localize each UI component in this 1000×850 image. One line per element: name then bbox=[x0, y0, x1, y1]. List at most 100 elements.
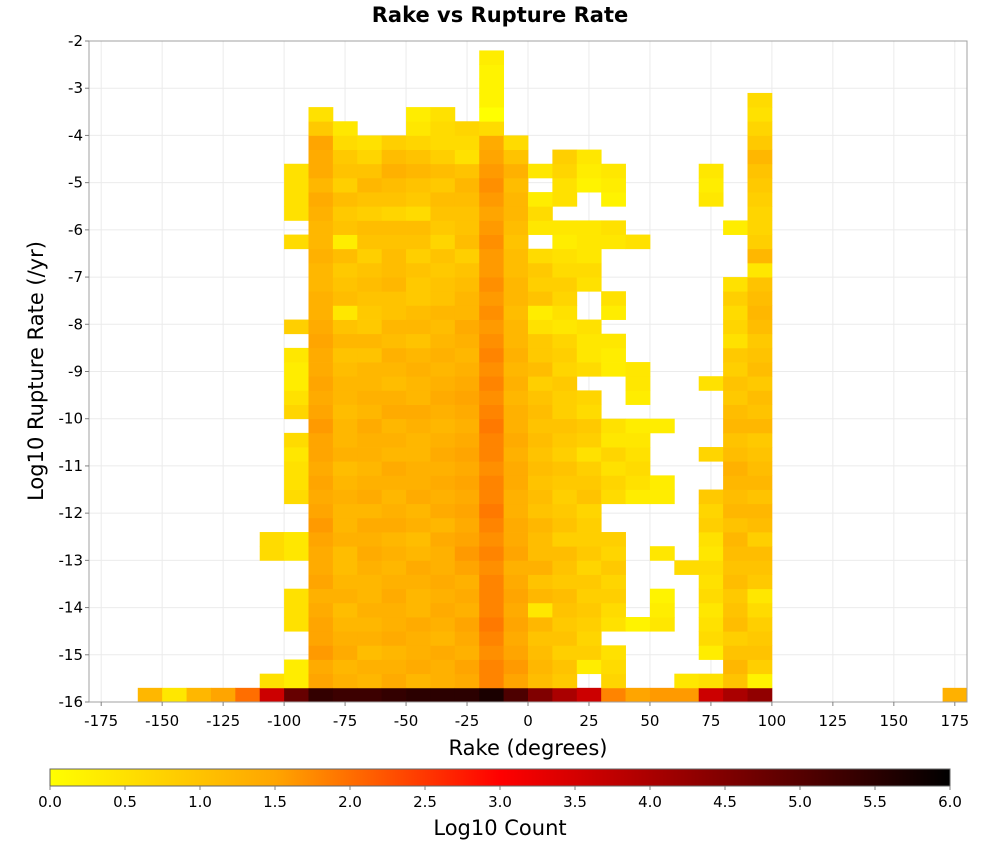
heatmap-cell bbox=[503, 376, 529, 391]
heatmap-cell bbox=[503, 333, 529, 349]
heatmap-cell bbox=[454, 177, 480, 193]
heatmap-cell bbox=[552, 404, 578, 420]
heatmap-cell bbox=[552, 390, 578, 405]
heatmap-cell bbox=[479, 64, 505, 80]
heatmap-cell bbox=[528, 687, 553, 703]
heatmap-cell bbox=[747, 617, 773, 632]
heatmap-cell bbox=[381, 206, 407, 221]
heatmap-cell bbox=[454, 489, 480, 505]
heatmap-cell bbox=[430, 404, 456, 420]
heatmap-cell bbox=[601, 163, 626, 179]
heatmap-cell bbox=[430, 121, 456, 136]
heatmap-cell bbox=[308, 489, 334, 505]
heatmap-cell bbox=[747, 234, 773, 250]
heatmap-cell bbox=[357, 532, 383, 547]
heatmap-cell bbox=[235, 687, 261, 703]
heatmap-cell bbox=[381, 659, 407, 675]
heatmap-cell bbox=[576, 319, 602, 335]
heatmap-cell bbox=[601, 588, 626, 604]
heatmap-cell bbox=[406, 305, 431, 320]
heatmap-cell bbox=[601, 447, 626, 462]
heatmap-cell bbox=[747, 220, 773, 235]
heatmap-cell bbox=[747, 163, 773, 179]
heatmap-cell bbox=[308, 404, 334, 420]
heatmap-cell bbox=[723, 602, 748, 618]
heatmap-cell bbox=[381, 333, 407, 349]
heatmap-cell bbox=[186, 687, 212, 703]
heatmap-cell bbox=[503, 305, 529, 320]
heatmap-cell bbox=[479, 206, 505, 221]
heatmap-cell bbox=[479, 447, 505, 462]
heatmap-cell bbox=[649, 418, 675, 434]
heatmap-cell bbox=[381, 291, 407, 306]
heatmap-cell bbox=[430, 517, 456, 533]
y-tick-label: -12 bbox=[59, 504, 84, 522]
heatmap-cell bbox=[576, 447, 602, 462]
heatmap-cell bbox=[528, 376, 553, 391]
heatmap-cell bbox=[430, 588, 456, 604]
heatmap-cell bbox=[503, 347, 529, 363]
heatmap-cell bbox=[479, 376, 505, 391]
heatmap-cell bbox=[259, 546, 285, 561]
heatmap-cell bbox=[723, 390, 748, 405]
colorbar-tick-label: 5.5 bbox=[863, 793, 887, 811]
heatmap-cell bbox=[625, 432, 651, 448]
heatmap-cell bbox=[528, 447, 553, 462]
y-tick-label: -2 bbox=[68, 32, 83, 50]
heatmap-cell bbox=[381, 135, 407, 150]
heatmap-cell bbox=[357, 277, 383, 292]
heatmap-cell bbox=[357, 291, 383, 306]
heatmap-cell bbox=[698, 687, 724, 703]
y-tick-label: -4 bbox=[68, 126, 83, 144]
heatmap-cell bbox=[503, 220, 529, 235]
heatmap-cell bbox=[454, 687, 480, 703]
heatmap-cell bbox=[552, 475, 578, 490]
heatmap-cell bbox=[454, 121, 480, 136]
heatmap-cell bbox=[332, 262, 358, 278]
heatmap-cell bbox=[552, 376, 578, 391]
heatmap-cell bbox=[479, 305, 505, 320]
heatmap-cell bbox=[576, 546, 602, 561]
heatmap-cell bbox=[454, 135, 480, 150]
heatmap-cell bbox=[357, 432, 383, 448]
heatmap-cell bbox=[479, 418, 505, 434]
heatmap-cell bbox=[528, 673, 553, 689]
heatmap-cell bbox=[381, 177, 407, 193]
heatmap-cell bbox=[430, 291, 456, 306]
heatmap-cell bbox=[723, 333, 748, 349]
heatmap-cell bbox=[430, 319, 456, 335]
heatmap-cell bbox=[649, 546, 675, 561]
heatmap-cell bbox=[528, 192, 553, 207]
heatmap-cell bbox=[723, 560, 748, 575]
heatmap-cell bbox=[479, 291, 505, 306]
heatmap-cell bbox=[381, 220, 407, 235]
heatmap-cell bbox=[552, 220, 578, 235]
heatmap-cell bbox=[528, 659, 553, 675]
colorbar bbox=[49, 768, 951, 787]
heatmap-cell bbox=[454, 390, 480, 405]
heatmap-cell bbox=[332, 149, 358, 165]
heatmap-cell bbox=[406, 319, 431, 335]
heatmap-cell bbox=[503, 631, 529, 646]
heatmap-cell bbox=[357, 489, 383, 505]
heatmap-cell bbox=[332, 305, 358, 320]
heatmap-cell bbox=[747, 149, 773, 165]
heatmap-cell bbox=[479, 262, 505, 278]
heatmap-cell bbox=[357, 574, 383, 590]
heatmap-cell bbox=[528, 277, 553, 292]
heatmap-cell bbox=[430, 107, 456, 122]
heatmap-cell bbox=[454, 362, 480, 377]
heatmap-cell bbox=[576, 532, 602, 547]
heatmap-cell bbox=[723, 319, 748, 335]
heatmap-cell bbox=[308, 517, 334, 533]
heatmap-cell bbox=[430, 333, 456, 349]
y-tick-label: -9 bbox=[68, 363, 83, 381]
heatmap-cell bbox=[406, 234, 431, 250]
heatmap-cell bbox=[747, 503, 773, 519]
heatmap-cell bbox=[552, 560, 578, 575]
x-tick-label: -75 bbox=[333, 712, 358, 730]
heatmap-cell bbox=[576, 248, 602, 264]
heatmap-cell bbox=[381, 390, 407, 405]
heatmap-cell bbox=[332, 617, 358, 632]
y-axis-label: Log10 Rupture Rate (/yr) bbox=[24, 241, 48, 501]
